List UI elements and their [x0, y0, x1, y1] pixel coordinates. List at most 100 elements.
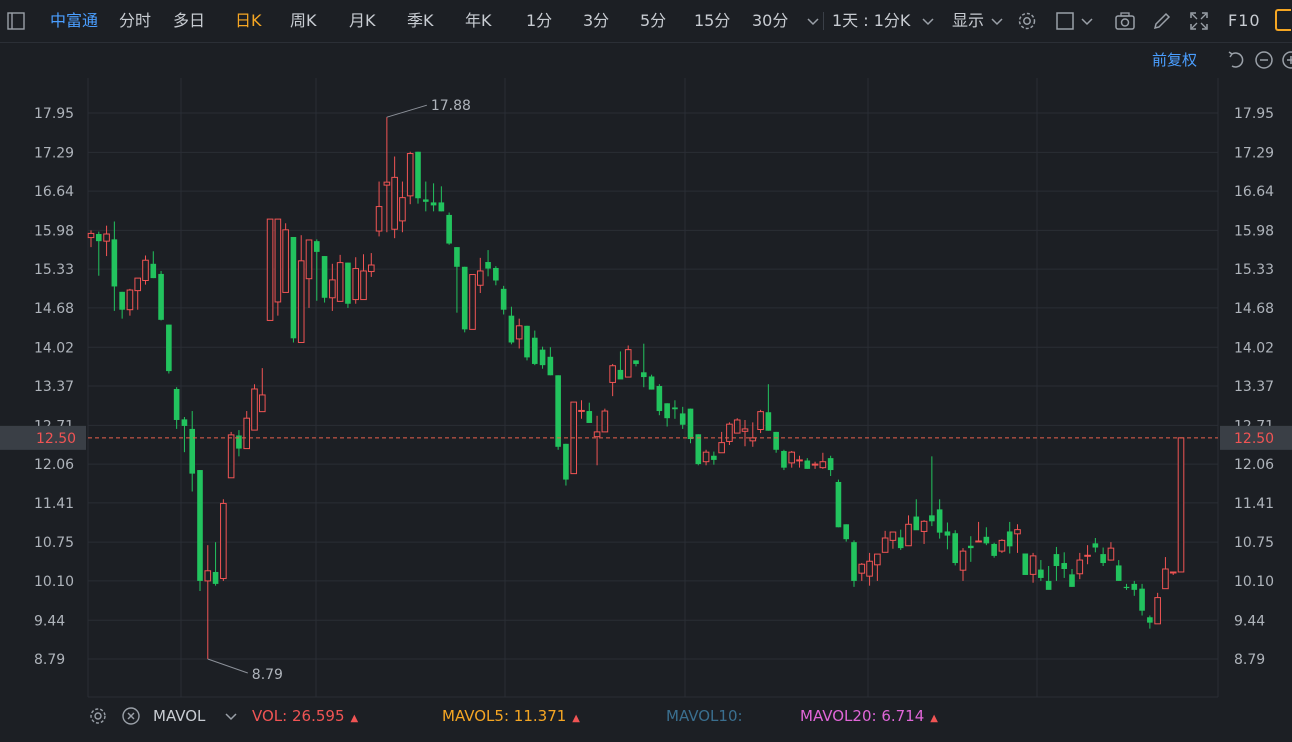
- candle-body: [998, 539, 1006, 552]
- candle: [1107, 542, 1115, 561]
- tab-multi-day[interactable]: 多日: [173, 11, 206, 30]
- candle: [601, 408, 609, 433]
- tab-daily-k[interactable]: 日K: [235, 11, 262, 30]
- price-adjust-select[interactable]: 前复权: [1152, 51, 1198, 69]
- y-tick-label-right: 13.37: [1234, 379, 1274, 395]
- candle-body: [446, 214, 452, 244]
- candle-body: [874, 553, 881, 566]
- candle-body: [1177, 437, 1185, 573]
- candle: [329, 263, 336, 311]
- candle: [469, 274, 476, 330]
- camera-icon[interactable]: [1114, 10, 1136, 32]
- candle-body: [415, 151, 421, 199]
- candle-body: [1169, 571, 1177, 574]
- zoom-out-icon[interactable]: [1254, 50, 1274, 70]
- tab-monthly-k[interactable]: 月K: [349, 11, 376, 30]
- candle: [648, 374, 655, 390]
- tab-1min[interactable]: 1分: [526, 11, 553, 30]
- candle-body: [1022, 553, 1029, 575]
- candle: [321, 256, 328, 303]
- candle-body: [399, 197, 406, 222]
- candle: [1131, 580, 1138, 596]
- y-tick-label-right: 15.98: [1234, 223, 1274, 239]
- candle-body: [593, 431, 601, 438]
- tab-3min[interactable]: 3分: [583, 11, 610, 30]
- tab-15min[interactable]: 15分: [694, 11, 731, 30]
- candle-body: [383, 181, 391, 186]
- candle-body: [578, 409, 585, 412]
- interval-select[interactable]: 1天 : 1分K: [832, 11, 911, 30]
- high-marker-line: [386, 104, 428, 118]
- candle-body: [531, 337, 538, 364]
- tab-30min[interactable]: 30分: [752, 11, 789, 30]
- candle: [633, 360, 639, 367]
- candle: [998, 539, 1006, 553]
- y-tick-label-left: 9.44: [34, 613, 65, 629]
- candle: [586, 402, 593, 423]
- zoom-in-icon[interactable]: [1281, 50, 1292, 70]
- layout-chevron-icon[interactable]: [1076, 10, 1098, 32]
- tab-yearly-k[interactable]: 年K: [465, 11, 492, 30]
- tab-weekly-k[interactable]: 周K: [290, 11, 317, 30]
- y-tick-label-right: 11.41: [1234, 496, 1274, 512]
- candle: [547, 347, 554, 376]
- y-tick-label-left: 10.10: [34, 574, 74, 590]
- candle-body: [679, 413, 686, 425]
- tab-intraday[interactable]: 分时: [119, 11, 152, 30]
- candle-body: [1076, 559, 1084, 575]
- candle: [563, 443, 569, 486]
- indicator-chevron-icon[interactable]: [222, 707, 240, 725]
- candle-body: [983, 536, 990, 544]
- reset-icon[interactable]: [1226, 50, 1246, 70]
- stock-name[interactable]: 中富通: [50, 11, 99, 30]
- candle: [1147, 615, 1153, 629]
- interval-chevron-icon[interactable]: [917, 10, 939, 32]
- candles: [87, 117, 1185, 659]
- candle: [126, 288, 134, 316]
- mavol5-readout: MAVOL5: 11.371 ▲: [442, 706, 580, 729]
- indicator-close-icon[interactable]: [121, 706, 141, 726]
- sidebar-toggle-icon[interactable]: [6, 10, 28, 32]
- candle-body: [851, 542, 857, 581]
- candle: [640, 343, 647, 388]
- candle: [944, 522, 951, 550]
- mavol20-readout: MAVOL20: 6.714 ▲: [800, 706, 938, 729]
- candle: [593, 415, 601, 466]
- candle: [889, 531, 897, 549]
- indicator-name[interactable]: MAVOL: [153, 707, 206, 725]
- candle-body: [367, 264, 375, 273]
- settings-gear-icon[interactable]: [1016, 10, 1038, 32]
- candle: [430, 183, 437, 212]
- candle: [493, 266, 499, 286]
- candle-body: [142, 259, 149, 281]
- more-periods-chevron-icon[interactable]: [802, 10, 824, 32]
- toolbar-divider: [823, 12, 824, 30]
- candle: [297, 235, 305, 343]
- candle-body: [796, 459, 803, 462]
- layout-square-icon[interactable]: [1054, 10, 1076, 32]
- side-panel-edge-icon[interactable]: [1275, 9, 1291, 31]
- fullscreen-icon[interactable]: [1188, 10, 1210, 32]
- candle-body: [197, 470, 203, 581]
- candle-body: [181, 419, 188, 426]
- tab-quarterly-k[interactable]: 季K: [407, 11, 434, 30]
- display-chevron-icon[interactable]: [986, 10, 1008, 32]
- candle-body: [150, 263, 157, 279]
- candle: [555, 375, 561, 450]
- candle: [578, 400, 585, 419]
- candle: [819, 452, 827, 469]
- mavol20-up-arrow-icon: ▲: [930, 713, 938, 724]
- candle: [476, 257, 484, 294]
- draw-pencil-icon[interactable]: [1151, 10, 1173, 32]
- candle: [1100, 547, 1106, 567]
- indicator-settings-gear-icon[interactable]: [88, 706, 108, 726]
- f10-button[interactable]: F10: [1228, 11, 1261, 30]
- candle-body: [243, 417, 251, 450]
- display-menu[interactable]: 显示: [952, 11, 985, 30]
- toolbar: 中富通 分时 多日 日K 周K 月K 季K 年K 1分 3分 5分 15分 30…: [0, 0, 1292, 43]
- candle: [656, 384, 663, 416]
- candle: [524, 325, 530, 361]
- tab-5min[interactable]: 5分: [640, 11, 667, 30]
- candle-body: [500, 288, 507, 310]
